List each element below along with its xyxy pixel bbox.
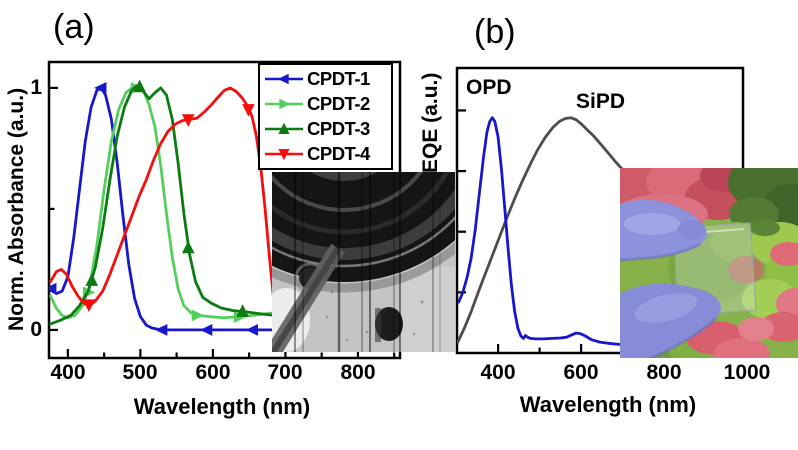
marker-CPDT-3 bbox=[181, 240, 195, 254]
legend-item-CPDT-3: CPDT-3 bbox=[264, 117, 391, 141]
legend-label-CPDT-2: CPDT-2 bbox=[307, 93, 370, 115]
panel-a-label: (a) bbox=[53, 8, 95, 46]
grayscale-device-image bbox=[272, 172, 455, 352]
panel-b-label: (b) bbox=[474, 13, 516, 51]
marker-CPDT-3 bbox=[85, 273, 99, 286]
curves bbox=[49, 79, 280, 336]
a-x-tick-600: 600 bbox=[195, 361, 231, 384]
marker-CPDT-4 bbox=[82, 299, 96, 312]
marker-CPDT-4 bbox=[181, 114, 195, 127]
marker-CPDT-3 bbox=[133, 79, 146, 93]
a-y-tick-0: 0 bbox=[30, 318, 42, 341]
marker-CPDT-1 bbox=[245, 323, 259, 336]
marker-CPDT-2 bbox=[233, 311, 247, 324]
marker-CPDT-3 bbox=[236, 304, 249, 317]
legend-label-CPDT-3: CPDT-3 bbox=[307, 117, 370, 139]
panel-a-y-axis-label: Norm. Absorbance (a.u.) bbox=[5, 87, 28, 331]
curve-CPDT-3 bbox=[49, 84, 280, 326]
panel-a-inset-image bbox=[272, 172, 455, 352]
a-x-tick-800: 800 bbox=[340, 361, 376, 384]
b-x-tick-1000: 1000 bbox=[723, 361, 771, 384]
a-x-tick-700: 700 bbox=[267, 361, 303, 384]
legend-marker-CPDT-2 bbox=[265, 98, 303, 110]
marker-CPDT-1 bbox=[155, 323, 168, 336]
dark-circular-mass bbox=[272, 172, 455, 293]
panel-b-x-axis-label: Wavelength (nm) bbox=[519, 392, 697, 417]
curve-CPDT-2 bbox=[49, 86, 280, 320]
speckles bbox=[325, 290, 424, 342]
dark-blob bbox=[375, 307, 403, 341]
glove-flowers-photo bbox=[620, 168, 798, 358]
curve-CPDT-4 bbox=[49, 86, 276, 308]
legend-marker-CPDT-1 bbox=[265, 74, 303, 85]
a-x-tick-500: 500 bbox=[122, 361, 158, 384]
light-area bbox=[400, 267, 455, 352]
diagonal-band-core bbox=[272, 246, 341, 352]
b-x-tick-600: 600 bbox=[563, 361, 599, 384]
panel-b-y-axis-label: EQE (a.u.) bbox=[419, 72, 442, 174]
legend-box: CPDT-1 CPDT-2 CPDT-3 CPDT-4 bbox=[258, 63, 393, 170]
marker-CPDT-1 bbox=[200, 323, 213, 336]
legend-item-CPDT-4: CPDT-4 bbox=[264, 142, 391, 166]
marker-CPDT-2 bbox=[191, 309, 204, 322]
curves bbox=[457, 116, 624, 346]
legend-item-CPDT-1: CPDT-1 bbox=[264, 67, 391, 91]
a-x-tick-400: 400 bbox=[50, 361, 86, 384]
marker-CPDT-4 bbox=[242, 104, 255, 117]
curve-SiPD bbox=[457, 116, 624, 344]
legend-label-CPDT-4: CPDT-4 bbox=[307, 142, 370, 164]
b-x-tick-800: 800 bbox=[646, 361, 682, 384]
gloved-hand bbox=[620, 200, 721, 358]
legend-item-CPDT-2: CPDT-2 bbox=[264, 92, 391, 116]
panel-a-x-axis-label: Wavelength (nm) bbox=[133, 394, 311, 419]
legend-label-CPDT-1: CPDT-1 bbox=[307, 68, 370, 90]
a-y-tick-1: 1 bbox=[30, 76, 42, 99]
panel-b-inset-photo bbox=[620, 168, 798, 358]
marker-CPDT-1 bbox=[49, 282, 57, 295]
blob-streak bbox=[375, 308, 381, 342]
opd-curve-annotation: OPD bbox=[466, 76, 512, 99]
panel-a-plot bbox=[47, 60, 402, 360]
legend-marker-CPDT-4 bbox=[265, 148, 303, 160]
sipd-curve-annotation: SiPD bbox=[576, 90, 626, 113]
marker-CPDT-1 bbox=[94, 81, 107, 94]
curve-OPD bbox=[457, 116, 622, 346]
vertical-scan-streaks bbox=[294, 172, 441, 352]
legend-marker-CPDT-3 bbox=[265, 122, 303, 134]
b-x-tick-400: 400 bbox=[480, 361, 516, 384]
